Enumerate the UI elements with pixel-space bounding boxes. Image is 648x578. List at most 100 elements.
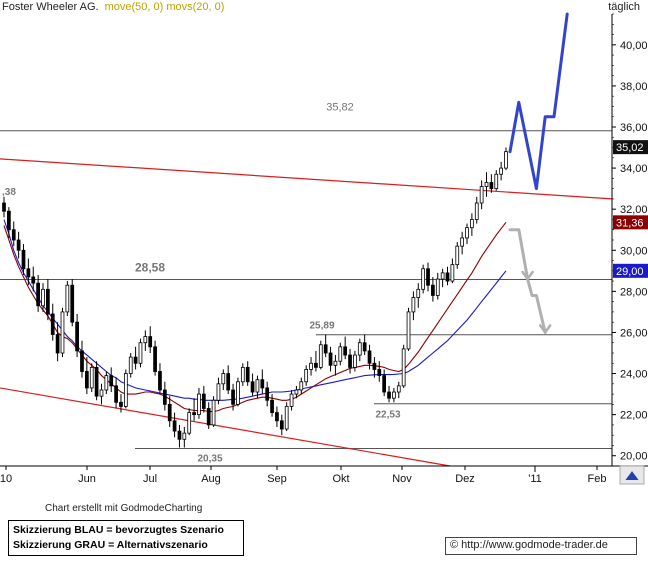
candle-body <box>479 186 484 204</box>
candle-body <box>211 399 216 426</box>
candle-body <box>260 379 265 389</box>
grey-arrowhead <box>538 324 552 334</box>
candle-body <box>401 348 406 387</box>
price-badge-box <box>613 215 648 230</box>
candle-body <box>421 268 426 290</box>
candle-body <box>182 432 187 440</box>
y-tick-label: 24,00 <box>620 369 648 381</box>
x-tick-label: '11 <box>528 473 542 485</box>
candle-body <box>455 245 460 266</box>
candle-body <box>80 350 84 372</box>
y-tick-label: 26,00 <box>620 327 648 339</box>
candle-body <box>226 373 231 391</box>
y-tick-label: 32,00 <box>620 204 648 216</box>
candle-body <box>11 229 16 241</box>
candle-body <box>279 420 284 430</box>
candle-body <box>153 346 157 372</box>
price-badge-box <box>613 140 648 155</box>
y-tick-label: 40,00 <box>620 40 648 52</box>
x-tick-label: Aug <box>201 473 221 485</box>
candle-body <box>504 151 508 169</box>
candle-body <box>167 403 172 422</box>
candle-body <box>406 311 411 350</box>
candle-body <box>21 249 26 270</box>
candle-body <box>65 284 70 313</box>
price-badge-label: 29,00 <box>616 266 644 278</box>
legend-grey: Skizzierung GRAU = Alternativszenario <box>13 539 208 551</box>
candle-body <box>328 352 333 366</box>
level-label: 22,53 <box>375 410 400 421</box>
ma20-line <box>3 221 507 413</box>
candle-body <box>416 288 421 298</box>
candle-body <box>231 389 235 405</box>
grey-scenario-path <box>508 228 547 334</box>
candle-body <box>7 210 11 231</box>
candle-body <box>2 202 6 212</box>
candle-body <box>75 321 79 352</box>
candle-body <box>221 373 226 385</box>
candle-body <box>362 342 367 352</box>
x-tick-label: Feb <box>588 473 607 485</box>
price-badge-box <box>613 263 648 278</box>
candle-body <box>440 272 445 280</box>
chart-title: Foster Wheeler AG. move(50, 0) movs(20, 0… <box>2 1 224 13</box>
candle-body <box>206 408 211 426</box>
level-label: 25,89 <box>309 321 334 332</box>
level-label: 28,58 <box>135 260 165 274</box>
x-tick-label: 10 <box>0 473 12 485</box>
candle-body <box>474 202 479 220</box>
candle-body <box>16 239 21 251</box>
scenario-legend: Skizzierung BLAU = bevorzugtes Szenario … <box>8 520 244 556</box>
candle-body <box>60 311 65 354</box>
x-tick-label: Jun <box>78 473 96 485</box>
candle-body <box>172 420 177 432</box>
candle-body <box>299 381 304 391</box>
candle-body <box>435 278 440 296</box>
candle-body <box>382 375 387 393</box>
chart-icon <box>625 471 639 481</box>
x-tick-label: Nov <box>392 473 412 485</box>
candle-body <box>89 366 94 389</box>
y-tick-label: 22,00 <box>620 410 648 422</box>
candle-body <box>197 393 201 416</box>
candle-body <box>426 268 430 286</box>
candle-body <box>333 360 338 366</box>
candle-body <box>177 430 182 440</box>
candle-body <box>348 354 352 368</box>
candle-body <box>318 344 323 368</box>
candle-body <box>114 385 118 403</box>
source-url[interactable]: © http://www.godmode-trader.de <box>445 537 637 555</box>
price-badge-label: 35,02 <box>616 142 644 154</box>
level-label: 20,35 <box>197 454 222 465</box>
candle-body <box>289 393 294 407</box>
candle-body <box>294 389 299 395</box>
x-tick-label: Sep <box>267 473 287 485</box>
candle-body <box>265 387 270 401</box>
candle-body <box>94 366 99 397</box>
candle-body <box>343 346 348 356</box>
y-tick-label: 34,00 <box>620 163 648 175</box>
candle-body <box>338 346 343 362</box>
candle-body <box>128 356 133 374</box>
moving-average-legend: move(50, 0) movs(20, 0) <box>104 1 225 13</box>
lower-trendline <box>0 387 451 467</box>
candle-body <box>445 272 450 282</box>
candle-body <box>36 282 40 307</box>
candle-body <box>367 350 372 364</box>
candle-body <box>123 373 128 407</box>
y-tick-label: 28,00 <box>620 286 648 298</box>
candle-body <box>187 412 192 434</box>
timeframe-label: täglich <box>608 1 640 13</box>
partial-level-label: ,38 <box>2 187 16 198</box>
grey-arrowhead <box>521 270 534 281</box>
candle-body <box>309 362 313 370</box>
candle-body <box>304 369 309 383</box>
upper-trendline <box>0 158 613 200</box>
price-badge-label: 31,36 <box>616 217 644 229</box>
candle-body <box>392 391 396 399</box>
candle-body <box>450 264 455 282</box>
candle-body <box>70 284 75 323</box>
instrument-name: Foster Wheeler AG. <box>2 1 99 13</box>
candle-body <box>119 401 123 407</box>
